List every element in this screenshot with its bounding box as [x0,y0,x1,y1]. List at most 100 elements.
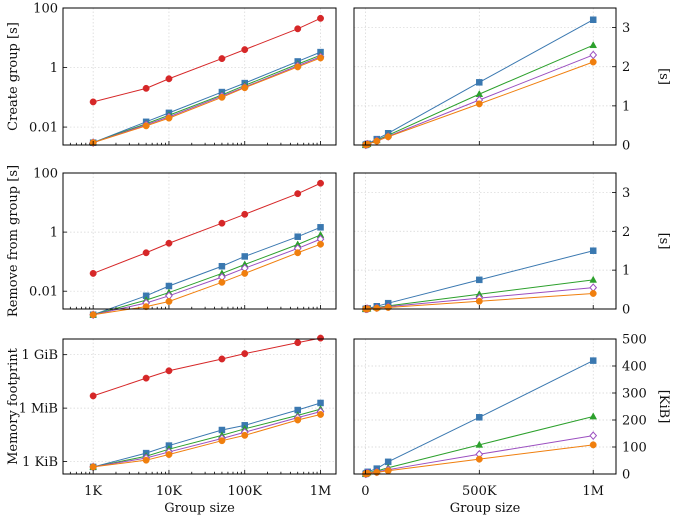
data-point-red [89,269,97,277]
x-axis-title: Group size [164,501,235,516]
data-point-blue [165,282,173,290]
y-tick-label: 1 [50,61,58,76]
panel-frame [62,172,337,310]
data-point-orange [89,311,97,319]
data-point-blue [476,79,483,86]
data-point-orange [475,100,483,108]
data-point-green [589,41,598,49]
data-point-orange [384,467,392,475]
data-point-orange [294,63,302,71]
data-point-red [218,219,226,227]
data-point-red [218,355,226,363]
data-point-orange [317,240,324,248]
panel-frame [62,338,337,475]
data-point-orange [241,84,249,92]
data-point-red [294,339,302,347]
data-point-orange [218,437,226,445]
data-point-orange [317,411,324,418]
y-axis-title: Remove from group [s] [6,165,21,317]
series-line-blue [93,402,321,468]
data-point-orange [218,93,226,101]
data-point-red [317,14,324,22]
series-line-purple [93,238,321,316]
series-line-red [93,337,321,397]
data-point-orange [89,463,97,471]
y-tick-label: 0 [622,303,630,318]
y-tick-label: 200 [622,414,647,429]
y-tick-label: 100 [33,2,58,17]
series-line-red [93,17,321,103]
data-point-blue [589,16,597,23]
data-point-blue [294,233,301,240]
y-tick-label: 3 [622,21,630,36]
panel-frame [353,7,617,146]
data-point-orange [373,304,381,312]
data-point-orange [165,451,173,458]
data-point-red [317,334,324,342]
data-point-orange [165,114,173,122]
series-line-orange [93,243,321,316]
panel-frame [353,338,617,475]
y-tick-label: 3 [622,186,630,201]
series-line-blue [92,51,321,144]
y-tick-label: 0 [622,468,630,483]
data-point-red [317,179,324,187]
data-point-orange [142,122,150,130]
data-point-blue [241,253,248,260]
x-tick-label: 1M [310,484,332,499]
y-tick-label: 1 MiB [19,402,58,417]
y-tick-label: 400 [622,360,647,375]
data-point-red [165,75,173,83]
data-point-orange [364,469,372,477]
data-point-purple [589,431,598,441]
data-point-orange [589,441,597,449]
data-point-red [294,25,302,33]
y-tick-label: 0 [622,139,630,154]
data-point-green [589,275,598,283]
data-point-orange [142,303,150,311]
data-point-orange [384,303,392,311]
x-tick-label: 100K [227,484,262,499]
data-point-green [589,412,598,420]
y-tick-label: 100 [622,441,647,456]
panel-frame [62,7,337,146]
data-point-red [142,374,150,382]
data-point-orange [218,278,226,286]
data-point-orange [475,455,483,463]
data-point-blue [218,262,226,270]
data-point-red [218,55,226,63]
y-axis-unit: [s] [656,233,671,250]
y-axis-unit: [KiB] [656,390,671,424]
y-tick-label: 500 [622,333,647,348]
y-tick-label: 2 [622,60,630,75]
data-point-orange [475,297,483,305]
y-tick-label: 1 [622,264,630,279]
x-tick-label: 500K [462,484,497,499]
y-tick-label: 0.01 [29,285,58,300]
y-axis-title: Memory footprint [6,347,21,465]
data-point-purple [589,50,598,60]
data-point-red [142,249,150,257]
y-axis-unit: [s] [656,68,671,85]
series-line-orange [93,413,321,468]
data-point-orange [364,140,372,148]
data-point-orange [317,54,324,62]
x-tick-label: 1K [84,484,102,499]
x-tick-label: 0 [361,484,369,499]
data-point-orange [589,58,597,66]
data-point-blue [476,414,483,421]
y-tick-label: 1 KiB [22,455,58,470]
data-point-red [165,239,173,247]
y-tick-label: 300 [622,387,647,402]
y-axis-title: Create group [s] [6,22,21,131]
x-axis-title: Group size [450,501,521,516]
y-tick-label: 1 [622,99,630,114]
data-point-blue [589,247,597,254]
data-point-orange [373,468,381,476]
data-point-orange [142,456,150,464]
data-point-blue [589,357,597,364]
data-point-orange [241,431,249,439]
data-point-orange [241,269,249,277]
data-point-green [475,440,484,448]
y-tick-label: 2 [622,225,630,240]
